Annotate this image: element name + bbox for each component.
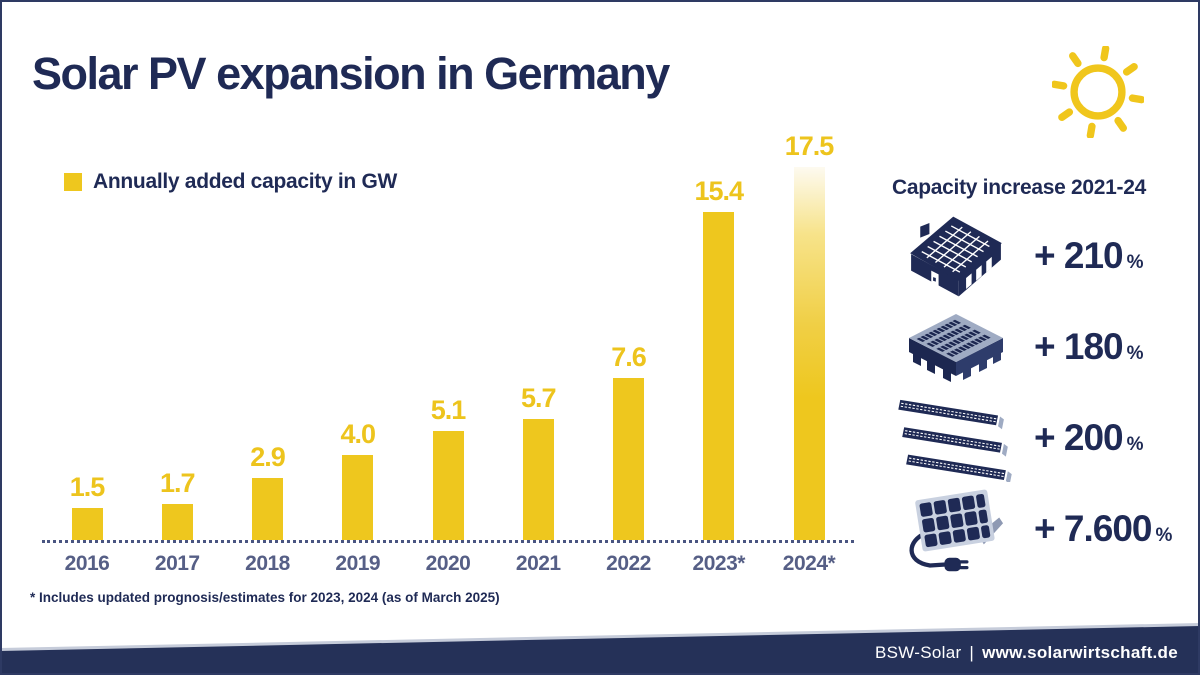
balcony-module-icon [892, 481, 1020, 577]
chart-x-axis: 2016 2017 2018 2019 2020 2021 2022 2023* 2024* [42, 552, 854, 576]
panel-row-ground: + 200 % [892, 392, 1184, 483]
bar-column: 7.6 [584, 342, 674, 540]
bar [522, 419, 554, 540]
ground-increase-value: + 200 % [1034, 416, 1144, 458]
bar-column: 5.1 [403, 395, 493, 540]
x-axis-tick-label: 2021 [515, 552, 561, 575]
x-axis-tick-label: 2022 [606, 552, 651, 575]
bar [432, 431, 464, 540]
bar-column: 2.9 [223, 442, 313, 540]
legend-swatch [64, 173, 82, 191]
bar-value-label: 5.7 [520, 383, 557, 413]
bar [342, 455, 374, 540]
rooftop-increase-value: + 210 % [1034, 234, 1144, 276]
x-axis-tick-label: 2024* [782, 552, 836, 575]
bar [161, 504, 193, 540]
bar-column: 4.0 [313, 419, 403, 540]
x-axis-tick-label: 2017 [154, 552, 200, 575]
chart-legend: Annually added capacity in GW [64, 170, 397, 194]
footer-separator: | [969, 643, 975, 662]
bar-chart: 1.5 1.7 2.9 4.0 5.1 5.7 7.6 15.4 17.5 2016 2017 20… [42, 131, 854, 576]
footer-band [0, 615, 1200, 675]
sun-icon [1052, 46, 1144, 138]
legend-label: Annually added capacity in GW [93, 170, 398, 193]
bar-column: 1.7 [132, 468, 222, 540]
panel-heading: Capacity increase 2021-24 [892, 176, 1147, 199]
panel-row-rooftop: + 210 % [892, 210, 1184, 301]
bar-value-label: 4.0 [340, 419, 376, 449]
bar-value-label: 5.1 [430, 395, 467, 425]
bar-column: 1.5 [42, 472, 132, 540]
panel-row-commercial: + 180 % [892, 301, 1184, 392]
balcony-increase-value: + 7.600 % [1034, 507, 1173, 549]
x-axis-tick-label: 2020 [425, 552, 471, 575]
footnote: * Includes updated prognosis/estimates f… [30, 590, 500, 605]
bar [613, 378, 644, 540]
bar-value-label: 15.4 [694, 176, 744, 206]
bar-value-label: 17.5 [784, 131, 835, 161]
footer-url[interactable]: www.solarwirtschaft.de [982, 643, 1178, 662]
panel-row-balcony: + 7.600 % [892, 483, 1184, 574]
bar-column: 5.7 [493, 383, 583, 540]
x-axis-tick-label: 2023* [692, 552, 746, 575]
bar [703, 212, 735, 540]
bar-column: 15.4 [674, 176, 764, 540]
bar [793, 167, 825, 540]
capacity-increase-panel: Capacity increase 2021-24 [892, 176, 1184, 574]
bar-value-label: 1.5 [69, 472, 106, 502]
footer-credit: BSW-Solar | www.solarwirtschaft.de [875, 643, 1178, 663]
bar-value-label: 7.6 [611, 342, 647, 372]
commercial-increase-value: + 180 % [1034, 325, 1144, 367]
rooftop-house-icon [892, 212, 1020, 300]
footer-org: BSW-Solar [874, 643, 962, 662]
x-axis-tick-label: 2018 [245, 552, 290, 575]
bar-value-label: 1.7 [159, 468, 196, 498]
x-axis-tick-label: 2016 [64, 552, 110, 575]
bar [252, 478, 283, 540]
ground-mounted-icon [892, 394, 1020, 482]
bar-value-label: 2.9 [250, 442, 286, 472]
bar [71, 508, 103, 540]
x-axis-tick-label: 2019 [335, 552, 381, 575]
commercial-rooftop-icon [892, 304, 1020, 390]
chart-plot-area: 1.5 1.7 2.9 4.0 5.1 5.7 7.6 15.4 17.5 [42, 131, 854, 543]
page-title: Solar PV expansion in Germany [32, 48, 670, 99]
bar-column: 17.5 [764, 131, 854, 540]
